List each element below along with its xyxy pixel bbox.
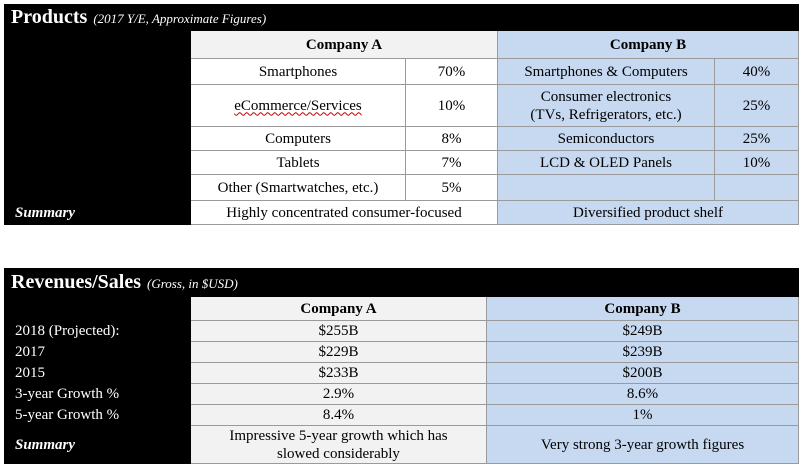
product-a-pct: 8%	[405, 126, 498, 151]
product-a-pct: 5%	[405, 174, 498, 201]
revenue-a-value: 2.9%	[190, 383, 487, 405]
product-b-pct	[713, 174, 800, 201]
revenues-table: Revenues/Sales (Gross, in $USD) Company A…	[3, 268, 800, 464]
product-b-pct: 25%	[713, 126, 800, 151]
table-row: 3-year Growth % 2.9% 8.6%	[4, 383, 800, 405]
product-b-pct: 25%	[713, 84, 800, 127]
table-row: 2015 $233B $200B	[4, 362, 800, 384]
products-subtitle: (2017 Y/E, Approximate Figures)	[93, 10, 267, 26]
revenue-b-value: 1%	[485, 404, 800, 426]
revenue-row-label: 3-year Growth %	[4, 383, 191, 405]
product-a-label: Tablets	[190, 150, 406, 175]
product-b-label: LCD & OLED Panels	[497, 150, 715, 175]
revenues-title-row: Revenues/Sales (Gross, in $USD)	[3, 268, 800, 297]
products-title: Products	[11, 5, 88, 28]
revenue-a-value: $229B	[190, 341, 487, 363]
revenue-a-value: 8.4%	[190, 404, 487, 426]
table-row: eCommerce/Services 10% Consumer electron…	[4, 84, 800, 127]
revenue-b-value: $239B	[485, 341, 800, 363]
revenues-company-b-header: Company B	[485, 296, 800, 321]
products-table: Products (2017 Y/E, Approximate Figures) …	[3, 4, 800, 225]
product-a-pct: 70%	[405, 58, 498, 85]
revenues-company-a-header: Company A	[190, 296, 487, 321]
revenues-summary-b: Very strong 3-year growth figures	[485, 425, 800, 464]
revenue-b-value: 8.6%	[485, 383, 800, 405]
revenues-subtitle: (Gross, in $USD)	[147, 275, 238, 291]
table-row: 2018 (Projected): $255B $249B	[4, 320, 800, 342]
revenues-title: Revenues/Sales	[11, 270, 141, 293]
revenue-row-label: 2015	[4, 362, 191, 384]
product-a-label: eCommerce/Services	[190, 84, 406, 127]
table-row: Other (Smartwatches, etc.) 5%	[4, 174, 800, 201]
product-a-label: Smartphones	[190, 58, 406, 85]
product-a-pct: 7%	[405, 150, 498, 175]
revenue-a-value: $233B	[190, 362, 487, 384]
product-b-label: Semiconductors	[497, 126, 715, 151]
products-company-b-header: Company B	[496, 30, 800, 59]
revenue-b-value: $249B	[485, 320, 800, 342]
product-b-label: Consumer electronics (TVs, Refrigerators…	[497, 84, 715, 127]
revenues-summary-a: Impressive 5-year growth which has slowe…	[190, 425, 487, 464]
products-summary-b: Diversified product shelf	[496, 200, 800, 225]
summary-row: Summary Highly concentrated consumer-foc…	[4, 200, 800, 225]
product-b-label	[497, 174, 715, 201]
product-b-pct: 10%	[713, 150, 800, 175]
revenue-row-label: 2018 (Projected):	[4, 320, 191, 342]
table-row: 2017 $229B $239B	[4, 341, 800, 363]
revenues-summary-label: Summary	[4, 425, 191, 464]
products-summary-a: Highly concentrated consumer-focused	[190, 200, 498, 225]
revenue-row-label: 2017	[4, 341, 191, 363]
product-a-label: Other (Smartwatches, etc.)	[190, 174, 406, 201]
products-summary-label: Summary	[4, 200, 191, 225]
table-row: 5-year Growth % 8.4% 1%	[4, 404, 800, 426]
revenue-b-value: $200B	[485, 362, 800, 384]
table-row: Computers 8% Semiconductors 25%	[4, 126, 800, 151]
products-company-a-header: Company A	[190, 30, 498, 59]
product-a-pct: 10%	[405, 84, 498, 127]
product-b-pct: 40%	[713, 58, 800, 85]
product-a-label: Computers	[190, 126, 406, 151]
product-b-label: Smartphones & Computers	[497, 58, 715, 85]
table-row: Tablets 7% LCD & OLED Panels 10%	[4, 150, 800, 175]
revenue-a-value: $255B	[190, 320, 487, 342]
summary-row: Summary Impressive 5-year growth which h…	[4, 425, 800, 464]
revenue-row-label: 5-year Growth %	[4, 404, 191, 426]
table-row: Smartphones 70% Smartphones & Computers …	[4, 58, 800, 85]
products-title-row: Products (2017 Y/E, Approximate Figures)	[3, 4, 800, 31]
